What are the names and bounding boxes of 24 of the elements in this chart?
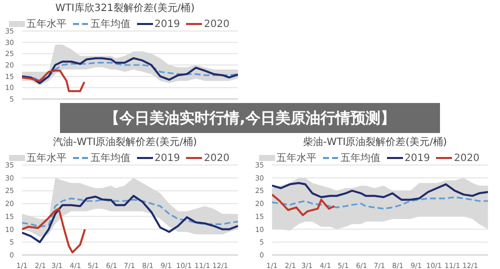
line-series xyxy=(272,194,336,216)
line-series xyxy=(22,198,238,228)
line-series xyxy=(22,70,86,92)
line-series xyxy=(22,57,238,84)
text: 五年水平 xyxy=(26,153,67,164)
line-series xyxy=(22,208,86,254)
legend-label: 五年均值 xyxy=(90,18,131,31)
legend-label: 2019 xyxy=(404,152,430,165)
text: 五年水平 xyxy=(276,153,317,164)
legend-label: 2019 xyxy=(154,18,180,31)
text: 五年水平 xyxy=(26,19,67,30)
line-series xyxy=(22,194,238,244)
text: 【今日美油实时行情,今日美原油行情预测】 xyxy=(60,103,440,133)
line-series xyxy=(272,196,488,210)
chart-title: WTI库欣321裂解价差(美元/桶) xyxy=(54,2,196,15)
chart-title: 汽油-WTI原油裂解价差(美元/桶) xyxy=(52,136,198,149)
legend-label: 2019 xyxy=(154,152,180,165)
chart-title: 柴油-WTI原油裂解价差(美元/桶) xyxy=(302,136,448,149)
line-series xyxy=(272,182,488,201)
legend-label: 五年均值 xyxy=(90,152,131,165)
legend-label: 2020 xyxy=(203,18,230,31)
legend-label: 五年均值 xyxy=(340,152,381,165)
legend-label: 2020 xyxy=(203,152,230,165)
legend-label: 2020 xyxy=(453,152,480,165)
